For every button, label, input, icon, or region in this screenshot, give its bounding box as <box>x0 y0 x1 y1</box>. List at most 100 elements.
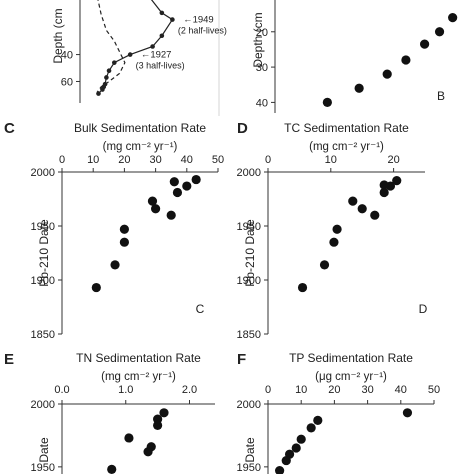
data-point <box>151 204 161 214</box>
panel-c: Bulk Sedimentation Rate (mg cm⁻² yr⁻¹) 0 10… <box>31 121 225 341</box>
data-point <box>91 282 101 293</box>
data-point <box>354 83 364 93</box>
y-axis-label: Pb-210 Date <box>37 219 51 287</box>
data-point <box>159 33 165 39</box>
y-tick-label: 2000 <box>237 167 261 179</box>
y-tick-label: 1850 <box>237 329 261 341</box>
x-tick-label: 0 <box>265 384 271 396</box>
y-tick-label: 1950 <box>31 462 55 474</box>
chart-title: Bulk Sedimentation Rate <box>74 121 206 135</box>
panel-a: 40 60 Depth (cm ←1949(2 half-lives) ←1927(3 … <box>51 0 227 103</box>
chart-title: TN Sedimentation Rate <box>76 351 201 365</box>
y-tick-label: 40 <box>256 97 268 109</box>
data-point <box>306 423 316 433</box>
data-point <box>313 415 323 425</box>
y-axis-label: Depth (cm <box>51 8 65 63</box>
y-axis-label: Depth (cm <box>251 12 265 67</box>
chart-title: TP Sedimentation Rate <box>289 351 413 365</box>
y-tick-label: 2000 <box>237 399 261 411</box>
x-axis-unit: (mg cm⁻² yr⁻¹) <box>103 141 178 153</box>
data-point <box>297 282 308 293</box>
x-tick-label: 20 <box>387 154 399 166</box>
x-tick-label: 20 <box>118 154 130 166</box>
x-axis-unit: (mg cm⁻² yr⁻¹) <box>309 141 384 153</box>
x-tick-label: 10 <box>87 154 99 166</box>
data-point <box>348 196 358 206</box>
data-point <box>106 68 112 74</box>
panels-group: 40 60 Depth (cm ←1949(2 half-lives) ←1927(3 … <box>4 0 458 474</box>
data-point <box>392 176 402 186</box>
data-point <box>153 414 163 424</box>
annotation-label: ←1949 <box>183 15 214 26</box>
data-point <box>379 187 389 198</box>
x-axis-unit: (μg cm⁻² yr⁻¹) <box>315 371 387 383</box>
panel-letter-e: E <box>4 351 14 368</box>
panel-letter-d: D <box>237 120 248 137</box>
annotation-sublabel: (2 half-lives) <box>178 26 227 36</box>
data-point <box>159 10 165 16</box>
x-tick-label: 10 <box>325 154 337 166</box>
y-axis-label: Date <box>37 437 51 463</box>
y-tick-label: 1950 <box>31 221 55 233</box>
y-tick-label: 20 <box>256 27 268 39</box>
annotation-label: ←1927 <box>141 50 172 61</box>
x-tick-label: 10 <box>295 384 307 396</box>
panel-corner-label: D <box>419 302 428 316</box>
x-tick-label: 40 <box>395 384 407 396</box>
data-point <box>401 55 411 65</box>
x-tick-label: 0 <box>59 154 65 166</box>
x-tick-label: 1.0 <box>118 384 133 396</box>
x-tick-label: 30 <box>149 154 161 166</box>
data-point <box>107 464 117 474</box>
panel-d: TC Sedimentation Rate (mg cm⁻² yr⁻¹) 0 10 20… <box>237 121 428 341</box>
panel-b: 20 30 40 Depth (cm B <box>251 0 458 113</box>
data-point <box>434 27 445 37</box>
data-point <box>296 434 306 444</box>
data-point <box>147 196 158 206</box>
chart-title: TC Sedimentation Rate <box>284 121 409 135</box>
y-tick-label: 30 <box>256 62 268 74</box>
x-tick-label: 0 <box>265 154 271 166</box>
panel-letter-f: F <box>237 351 246 368</box>
data-point <box>402 408 413 418</box>
data-point <box>420 39 430 49</box>
data-point <box>166 210 176 220</box>
panel-f: TP Sedimentation Rate (μg cm⁻² yr⁻¹) 0 10 20… <box>237 351 440 474</box>
x-tick-label: 0.0 <box>54 384 69 396</box>
y-tick-label: 2000 <box>31 167 55 179</box>
y-tick-label: 40 <box>61 50 73 62</box>
data-point <box>329 237 339 247</box>
x-axis-unit: (mg cm⁻² yr⁻¹) <box>101 371 176 383</box>
y-tick-label: 1950 <box>237 462 261 474</box>
series-line-dashed <box>96 0 126 93</box>
data-point <box>100 87 105 92</box>
data-point <box>143 447 153 457</box>
y-tick-label: 1850 <box>31 329 55 341</box>
x-tick-label: 50 <box>212 154 224 166</box>
data-point <box>319 260 330 270</box>
panel-e: TN Sedimentation Rate (mg cm⁻² yr⁻¹) 0.0 1.… <box>31 351 215 474</box>
data-point <box>127 52 133 57</box>
y-tick-label: 1950 <box>237 221 261 233</box>
data-point <box>169 177 179 187</box>
data-point <box>291 443 301 453</box>
data-point <box>153 420 163 430</box>
y-tick-label: 1900 <box>31 275 55 287</box>
x-tick-label: 20 <box>328 384 340 396</box>
data-point <box>448 13 458 23</box>
x-tick-label: 50 <box>428 384 440 396</box>
y-tick-label: 60 <box>61 76 73 88</box>
data-point <box>332 224 342 234</box>
data-point <box>182 181 192 191</box>
data-point <box>170 17 175 22</box>
data-point <box>96 91 101 96</box>
data-point <box>150 44 155 49</box>
y-tick-label: 1900 <box>237 275 261 287</box>
panel-corner-label: B <box>437 89 445 103</box>
data-point <box>104 75 109 80</box>
data-point <box>275 466 285 474</box>
y-tick-label: 2000 <box>31 399 55 411</box>
data-point <box>110 260 120 270</box>
